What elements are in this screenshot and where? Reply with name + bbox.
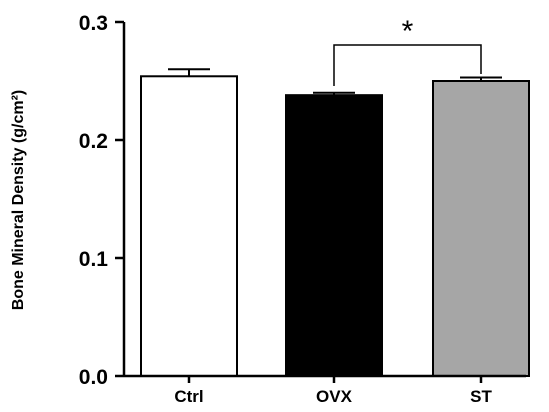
bar-ctrl [140,75,238,377]
x-tick-label-st: ST [470,387,492,406]
y-tick-label-2: 0.2 [79,130,108,153]
x-tick-label-ovx: OVX [316,387,353,406]
bar-st [432,80,530,377]
significance-star-0: * [402,15,414,48]
y-tick-label-0: 0.0 [79,366,108,389]
plot-area: Ctrl OVX ST 0.0 0.1 0.2 0.3 * [79,12,530,406]
y-tick-label-3: 0.3 [79,12,108,35]
y-tick-label-1: 0.1 [79,248,109,271]
significance-bracket-0 [333,44,482,86]
x-tick-label-ctrl: Ctrl [174,387,203,406]
bar-ovx [285,94,383,377]
y-axis-title: Bone Mineral Density (g/cm²) [10,90,27,310]
